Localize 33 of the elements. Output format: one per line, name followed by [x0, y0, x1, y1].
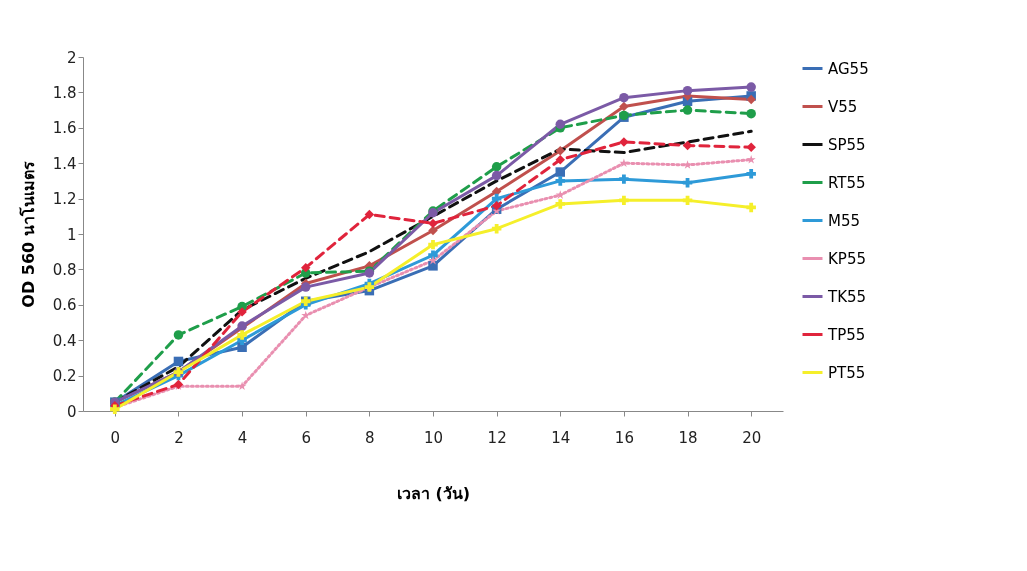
- legend-label: RT55: [828, 173, 866, 192]
- x-axis-title: เวลา (วัน): [396, 483, 471, 503]
- legend-label: SP55: [828, 135, 866, 154]
- y-axis-title: OD 560 นาโนเมตร: [17, 161, 38, 308]
- legend-label: KP55: [828, 249, 866, 268]
- y-tick-label: 1.2: [52, 190, 77, 209]
- x-tick-label: 0: [110, 428, 121, 447]
- x-tick-label: 14: [551, 428, 571, 447]
- y-tick-label: 1.6: [52, 119, 77, 138]
- legend-label: AG55: [828, 59, 869, 78]
- y-tick-label: 1.4: [52, 154, 77, 173]
- y-tick-label: 0.4: [52, 331, 77, 350]
- x-tick-label: 16: [614, 428, 634, 447]
- y-tick-label: 1: [66, 225, 77, 244]
- legend-label: M55: [828, 211, 861, 230]
- x-tick-label: 20: [742, 428, 762, 447]
- y-tick-label: 1.8: [52, 83, 77, 102]
- y-tick-label: 0: [66, 402, 77, 421]
- y-tick-label: 0.8: [52, 260, 77, 279]
- x-tick-label: 2: [174, 428, 184, 447]
- x-tick-label: 12: [487, 428, 507, 447]
- x-tick-label: 6: [301, 428, 311, 447]
- y-tick-label: 2: [66, 48, 77, 67]
- legend-label: TP55: [827, 325, 866, 344]
- y-tick-label: 0.6: [52, 296, 77, 315]
- legend-label: V55: [828, 97, 858, 116]
- y-tick-label: 0.2: [52, 367, 77, 386]
- x-tick-label: 10: [423, 428, 444, 447]
- x-tick-label: 8: [365, 428, 375, 447]
- x-tick-label: 18: [678, 428, 698, 447]
- legend-label: PT55: [828, 363, 866, 382]
- legend-label: TK55: [827, 287, 867, 306]
- x-tick-label: 4: [237, 428, 248, 447]
